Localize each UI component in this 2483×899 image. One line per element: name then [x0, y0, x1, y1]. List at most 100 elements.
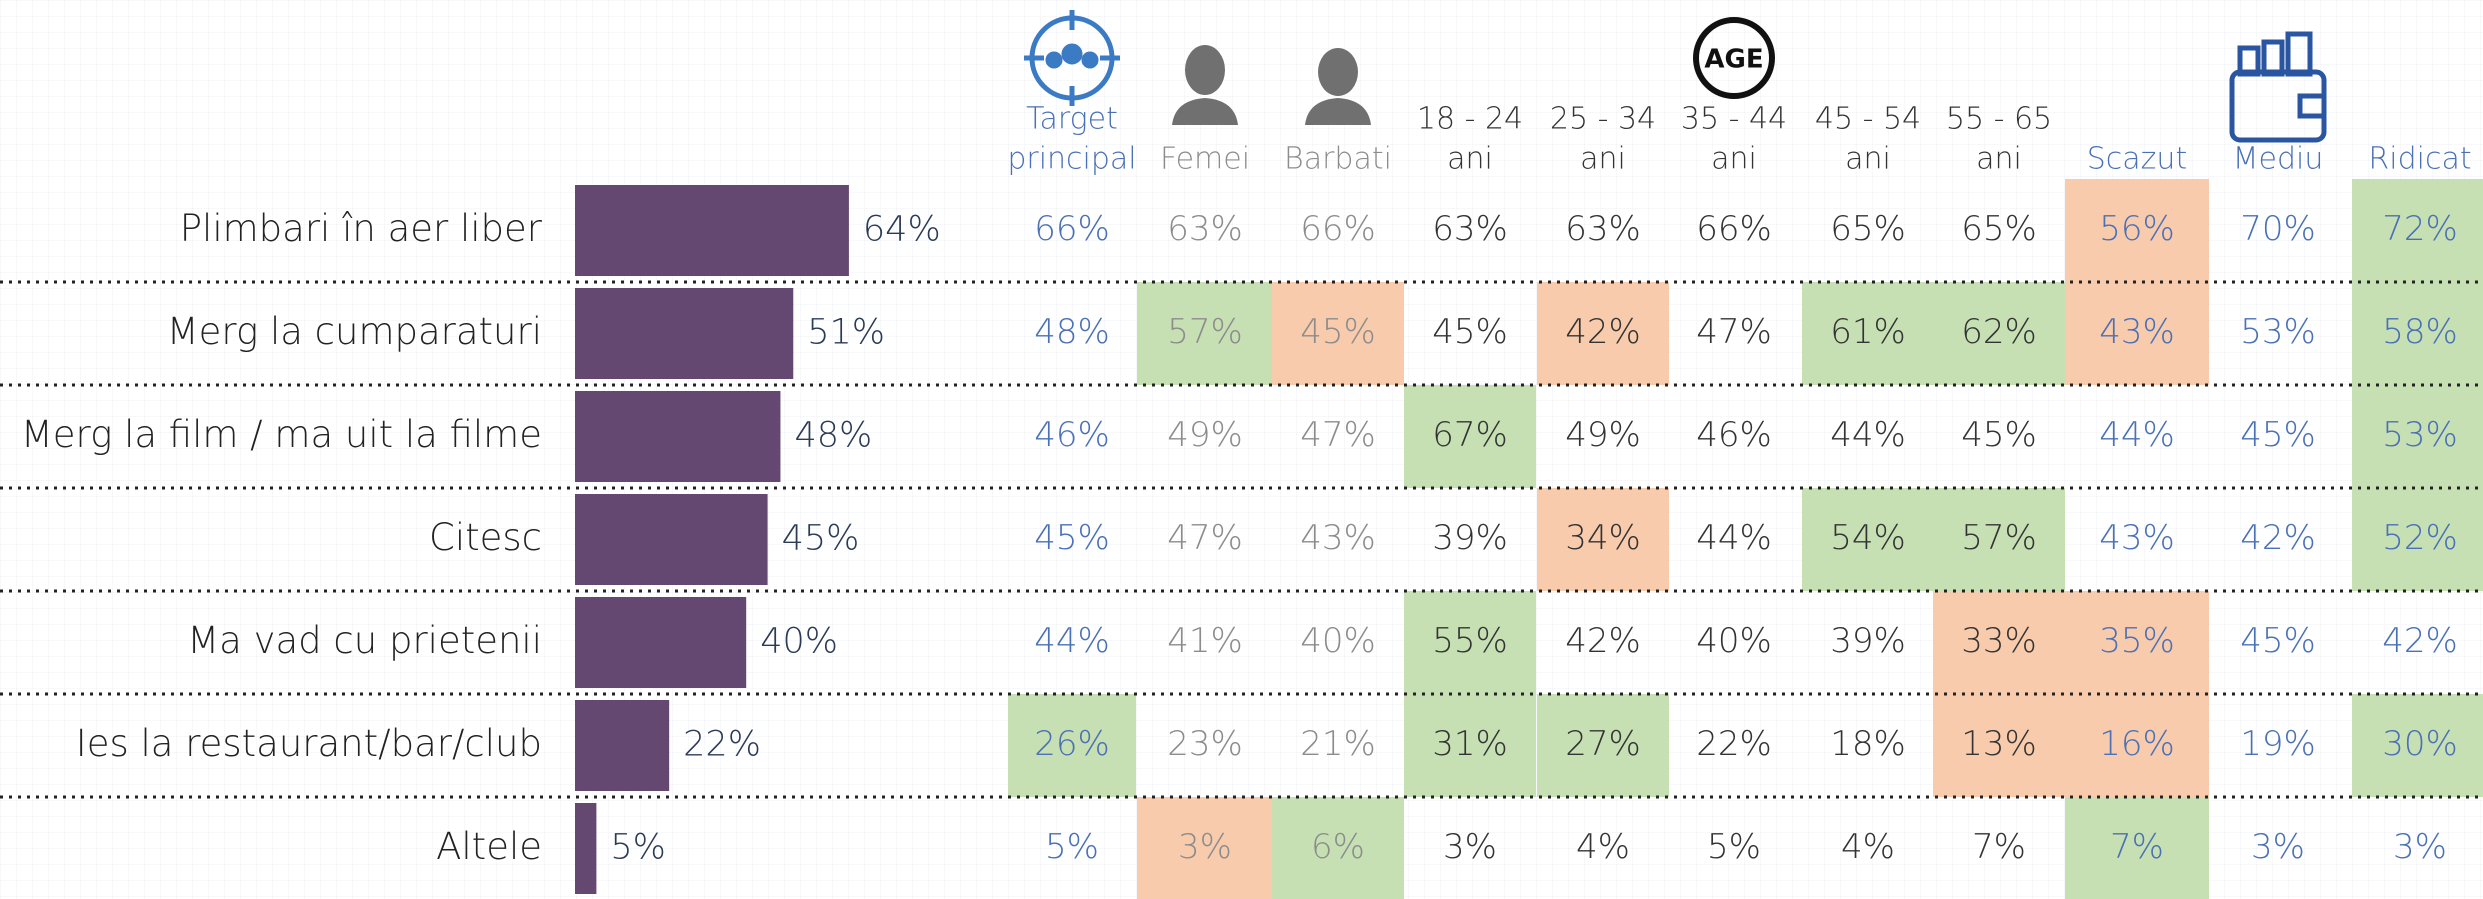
highlight: [1802, 488, 1934, 591]
cell: 41%: [1167, 621, 1243, 661]
cell: 13%: [1961, 724, 2037, 764]
cell: 63%: [1565, 209, 1641, 249]
column-header: ani: [1845, 142, 1891, 177]
row-label: Plimbari în aer liber: [180, 207, 543, 250]
cell: 65%: [1961, 209, 2037, 249]
cell: 3%: [2393, 827, 2447, 867]
cell: 45%: [1432, 312, 1508, 352]
highlight: [1933, 694, 2065, 797]
cell: 42%: [1565, 312, 1641, 352]
bar-label: 48%: [794, 416, 872, 456]
cell: 35%: [2099, 621, 2175, 661]
cell: 53%: [2382, 415, 2458, 455]
cell: 66%: [1300, 209, 1376, 249]
column-header: 55 - 65: [1946, 102, 2052, 137]
highlight: [2065, 179, 2209, 282]
cell: 43%: [2099, 518, 2175, 558]
cell: 30%: [2382, 724, 2458, 764]
cell: 49%: [1167, 415, 1243, 455]
row-label: Merg la cumparaturi: [167, 310, 542, 353]
highlight: [1008, 694, 1136, 797]
highlight: [1802, 282, 1934, 385]
column-header: ani: [1447, 142, 1493, 177]
highlight: [2065, 797, 2209, 899]
cell: 44%: [1696, 518, 1772, 558]
column-header: Ridicat: [2368, 142, 2471, 177]
female-icon: [1172, 45, 1238, 125]
cell: 45%: [2240, 415, 2316, 455]
highlight: [1137, 797, 1273, 899]
cell: 18%: [1830, 724, 1906, 764]
cell: 27%: [1565, 724, 1641, 764]
cell: 23%: [1167, 724, 1243, 764]
highlight: [1404, 694, 1536, 797]
row-label: Merg la film / ma uit la filme: [21, 413, 542, 456]
highlight: [1537, 694, 1669, 797]
cell: 62%: [1961, 312, 2037, 352]
cell: 65%: [1830, 209, 1906, 249]
cell: 61%: [1830, 312, 1906, 352]
bar-label: 5%: [610, 828, 666, 868]
cell: 67%: [1432, 415, 1508, 455]
cell: 5%: [1045, 827, 1099, 867]
bar-label: 51%: [807, 313, 885, 353]
cell: 63%: [1432, 209, 1508, 249]
cell: 31%: [1432, 724, 1508, 764]
cell: 42%: [2240, 518, 2316, 558]
highlight: [2065, 282, 2209, 385]
cell: 42%: [2382, 621, 2458, 661]
column-header: Scazut: [2087, 142, 2187, 177]
cell: 72%: [2382, 209, 2458, 249]
cell: 56%: [2099, 209, 2175, 249]
highlight: [1933, 282, 2065, 385]
cell: 4%: [1576, 827, 1630, 867]
cell: 66%: [1696, 209, 1772, 249]
male-icon: [1305, 48, 1371, 125]
cell: 21%: [1300, 724, 1376, 764]
bar-label: 64%: [863, 210, 941, 250]
cell: 3%: [1443, 827, 1497, 867]
cell: 6%: [1311, 827, 1365, 867]
cell: 40%: [1300, 621, 1376, 661]
cell: 66%: [1034, 209, 1110, 249]
bar: [575, 700, 670, 791]
cell: 22%: [1696, 724, 1772, 764]
cell: 19%: [2240, 724, 2316, 764]
cell: 4%: [1841, 827, 1895, 867]
cell: 45%: [1961, 415, 2037, 455]
cell: 47%: [1167, 518, 1243, 558]
cell: 57%: [1961, 518, 2037, 558]
cell: 43%: [1300, 518, 1376, 558]
column-header: ani: [1580, 142, 1626, 177]
bar: [575, 185, 849, 276]
bar-label: 40%: [760, 622, 838, 662]
column-header: Femei: [1160, 142, 1250, 177]
column-header: ani: [1976, 142, 2022, 177]
cell: 7%: [2110, 827, 2164, 867]
column-header: Barbati: [1284, 142, 1392, 177]
cell: 44%: [1830, 415, 1906, 455]
cell: 63%: [1167, 209, 1243, 249]
cell: 42%: [1565, 621, 1641, 661]
cell: 39%: [1432, 518, 1508, 558]
age-icon-text: AGE: [1704, 45, 1763, 75]
column-header: ani: [1711, 142, 1757, 177]
row-label: Ma vad cu prietenii: [187, 619, 542, 662]
bar: [575, 803, 597, 894]
highlight: [1272, 282, 1404, 385]
bar-label: 45%: [782, 519, 860, 559]
table: Target principal Femei Barbati 18 - 24 ani 25 …: [0, 102, 2483, 899]
cell: 16%: [2099, 724, 2175, 764]
highlight: [1137, 282, 1273, 385]
highlight: [1404, 385, 1536, 488]
highlight: [2352, 488, 2483, 591]
cell: 34%: [1565, 518, 1641, 558]
column-header: 35 - 44: [1681, 102, 1787, 137]
cell: 45%: [1034, 518, 1110, 558]
cell: 5%: [1707, 827, 1761, 867]
column-header: principal: [1007, 142, 1136, 177]
target-icon: [1024, 10, 1120, 106]
highlight: [1537, 488, 1669, 591]
highlight: [2352, 179, 2483, 282]
cell: 45%: [2240, 621, 2316, 661]
